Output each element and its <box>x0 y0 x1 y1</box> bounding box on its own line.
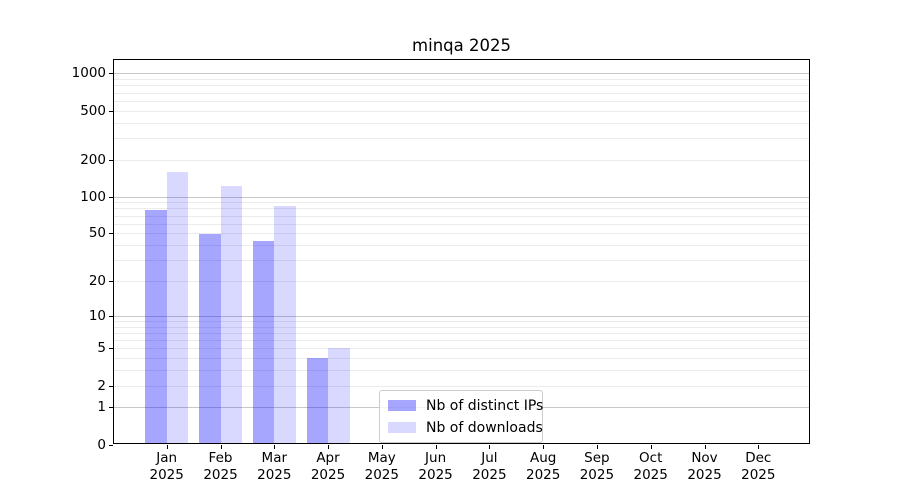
bar-distinct-ips-mar <box>252 241 275 444</box>
bar-downloads-feb <box>220 185 242 444</box>
bar-downloads-apr <box>328 348 350 444</box>
x-tick <box>596 445 598 449</box>
x-tick <box>220 445 222 449</box>
minor-gridline <box>113 208 810 210</box>
y-tick-label: 200 <box>80 151 106 168</box>
y-tick-label: 20 <box>88 272 106 289</box>
x-tick <box>274 445 276 449</box>
minor-gridline <box>113 79 810 80</box>
bar-distinct-ips-apr <box>306 358 328 444</box>
legend-item-downloads: Nb of downloads <box>388 419 543 436</box>
minor-gridline <box>113 137 810 139</box>
y-tick-label: 500 <box>80 102 106 119</box>
legend-label-downloads: Nb of downloads <box>426 419 543 436</box>
x-tick-label: Sep 2025 <box>579 450 615 483</box>
y-tick <box>109 444 113 446</box>
x-tick-label: May 2025 <box>364 450 399 483</box>
minor-gridline <box>113 280 810 282</box>
x-tick-label: Nov 2025 <box>687 450 722 483</box>
y-tick <box>109 159 113 161</box>
x-tick-label: Mar 2025 <box>257 450 292 483</box>
y-tick-label: 5 <box>97 340 106 357</box>
major-gridline <box>113 196 810 198</box>
x-tick <box>328 445 329 449</box>
minor-gridline <box>113 85 810 87</box>
legend: Nb of distinct IPs Nb of downloads <box>379 390 543 443</box>
major-gridline <box>113 73 810 75</box>
x-tick <box>381 445 383 449</box>
chart-title: minqa 2025 <box>412 36 511 55</box>
legend-label-distinct-ips: Nb of distinct IPs <box>426 397 544 414</box>
y-tick <box>109 110 113 112</box>
x-tick-label: Jul 2025 <box>472 450 507 483</box>
y-tick-label: 1 <box>97 399 106 416</box>
x-tick <box>435 445 437 449</box>
minor-gridline <box>113 122 810 124</box>
x-tick <box>704 445 706 449</box>
y-tick <box>109 280 113 282</box>
y-tick <box>109 407 113 409</box>
major-gridline <box>113 315 810 317</box>
y-tick-label: 0 <box>97 436 106 453</box>
minor-gridline <box>113 215 810 217</box>
minor-gridline <box>113 223 810 225</box>
minor-gridline <box>113 320 810 322</box>
minor-gridline <box>113 340 810 341</box>
bar-distinct-ips-jan <box>145 209 167 444</box>
y-tick <box>109 315 113 317</box>
x-tick <box>650 445 652 449</box>
minor-gridline <box>113 370 810 371</box>
x-tick-label: Dec 2025 <box>741 450 776 483</box>
minor-gridline <box>113 100 810 102</box>
minor-gridline <box>113 202 810 204</box>
bar-downloads-mar <box>274 205 296 444</box>
minor-gridline <box>113 233 810 235</box>
legend-item-distinct-ips: Nb of distinct IPs <box>388 397 543 414</box>
y-tick <box>109 348 113 350</box>
y-tick <box>109 233 113 235</box>
x-tick-label: Oct 2025 <box>633 450 668 483</box>
bar-distinct-ips-feb <box>199 234 221 444</box>
y-tick-label: 1000 <box>71 65 106 82</box>
x-tick <box>166 445 168 449</box>
y-tick-label: 100 <box>80 188 106 205</box>
minor-gridline <box>113 358 810 359</box>
minor-gridline <box>113 385 810 387</box>
x-tick-label: Jun 2025 <box>418 450 453 483</box>
minor-gridline <box>113 332 810 334</box>
x-tick-label: Jan 2025 <box>149 450 184 483</box>
x-tick-label: Feb 2025 <box>203 450 238 483</box>
y-tick <box>109 73 113 75</box>
x-tick <box>489 445 491 449</box>
x-tick-label: Apr 2025 <box>310 450 346 483</box>
minor-gridline <box>113 348 810 350</box>
x-tick <box>543 445 545 449</box>
bar-downloads-jan <box>166 171 189 444</box>
minor-gridline <box>113 110 810 112</box>
x-tick <box>758 445 760 449</box>
minor-gridline <box>113 260 810 261</box>
legend-swatch-downloads <box>388 422 416 433</box>
minor-gridline <box>113 245 810 246</box>
y-tick-label: 10 <box>88 307 106 324</box>
minor-gridline <box>113 159 810 161</box>
x-tick-label: Aug 2025 <box>526 450 561 483</box>
y-tick-label: 50 <box>88 225 106 242</box>
plot-area <box>113 59 810 444</box>
y-tick-label: 2 <box>97 377 106 394</box>
y-tick <box>109 196 113 198</box>
minor-gridline <box>113 92 810 94</box>
legend-swatch-distinct-ips <box>388 400 416 411</box>
y-tick <box>109 385 113 387</box>
minor-gridline <box>113 326 810 328</box>
